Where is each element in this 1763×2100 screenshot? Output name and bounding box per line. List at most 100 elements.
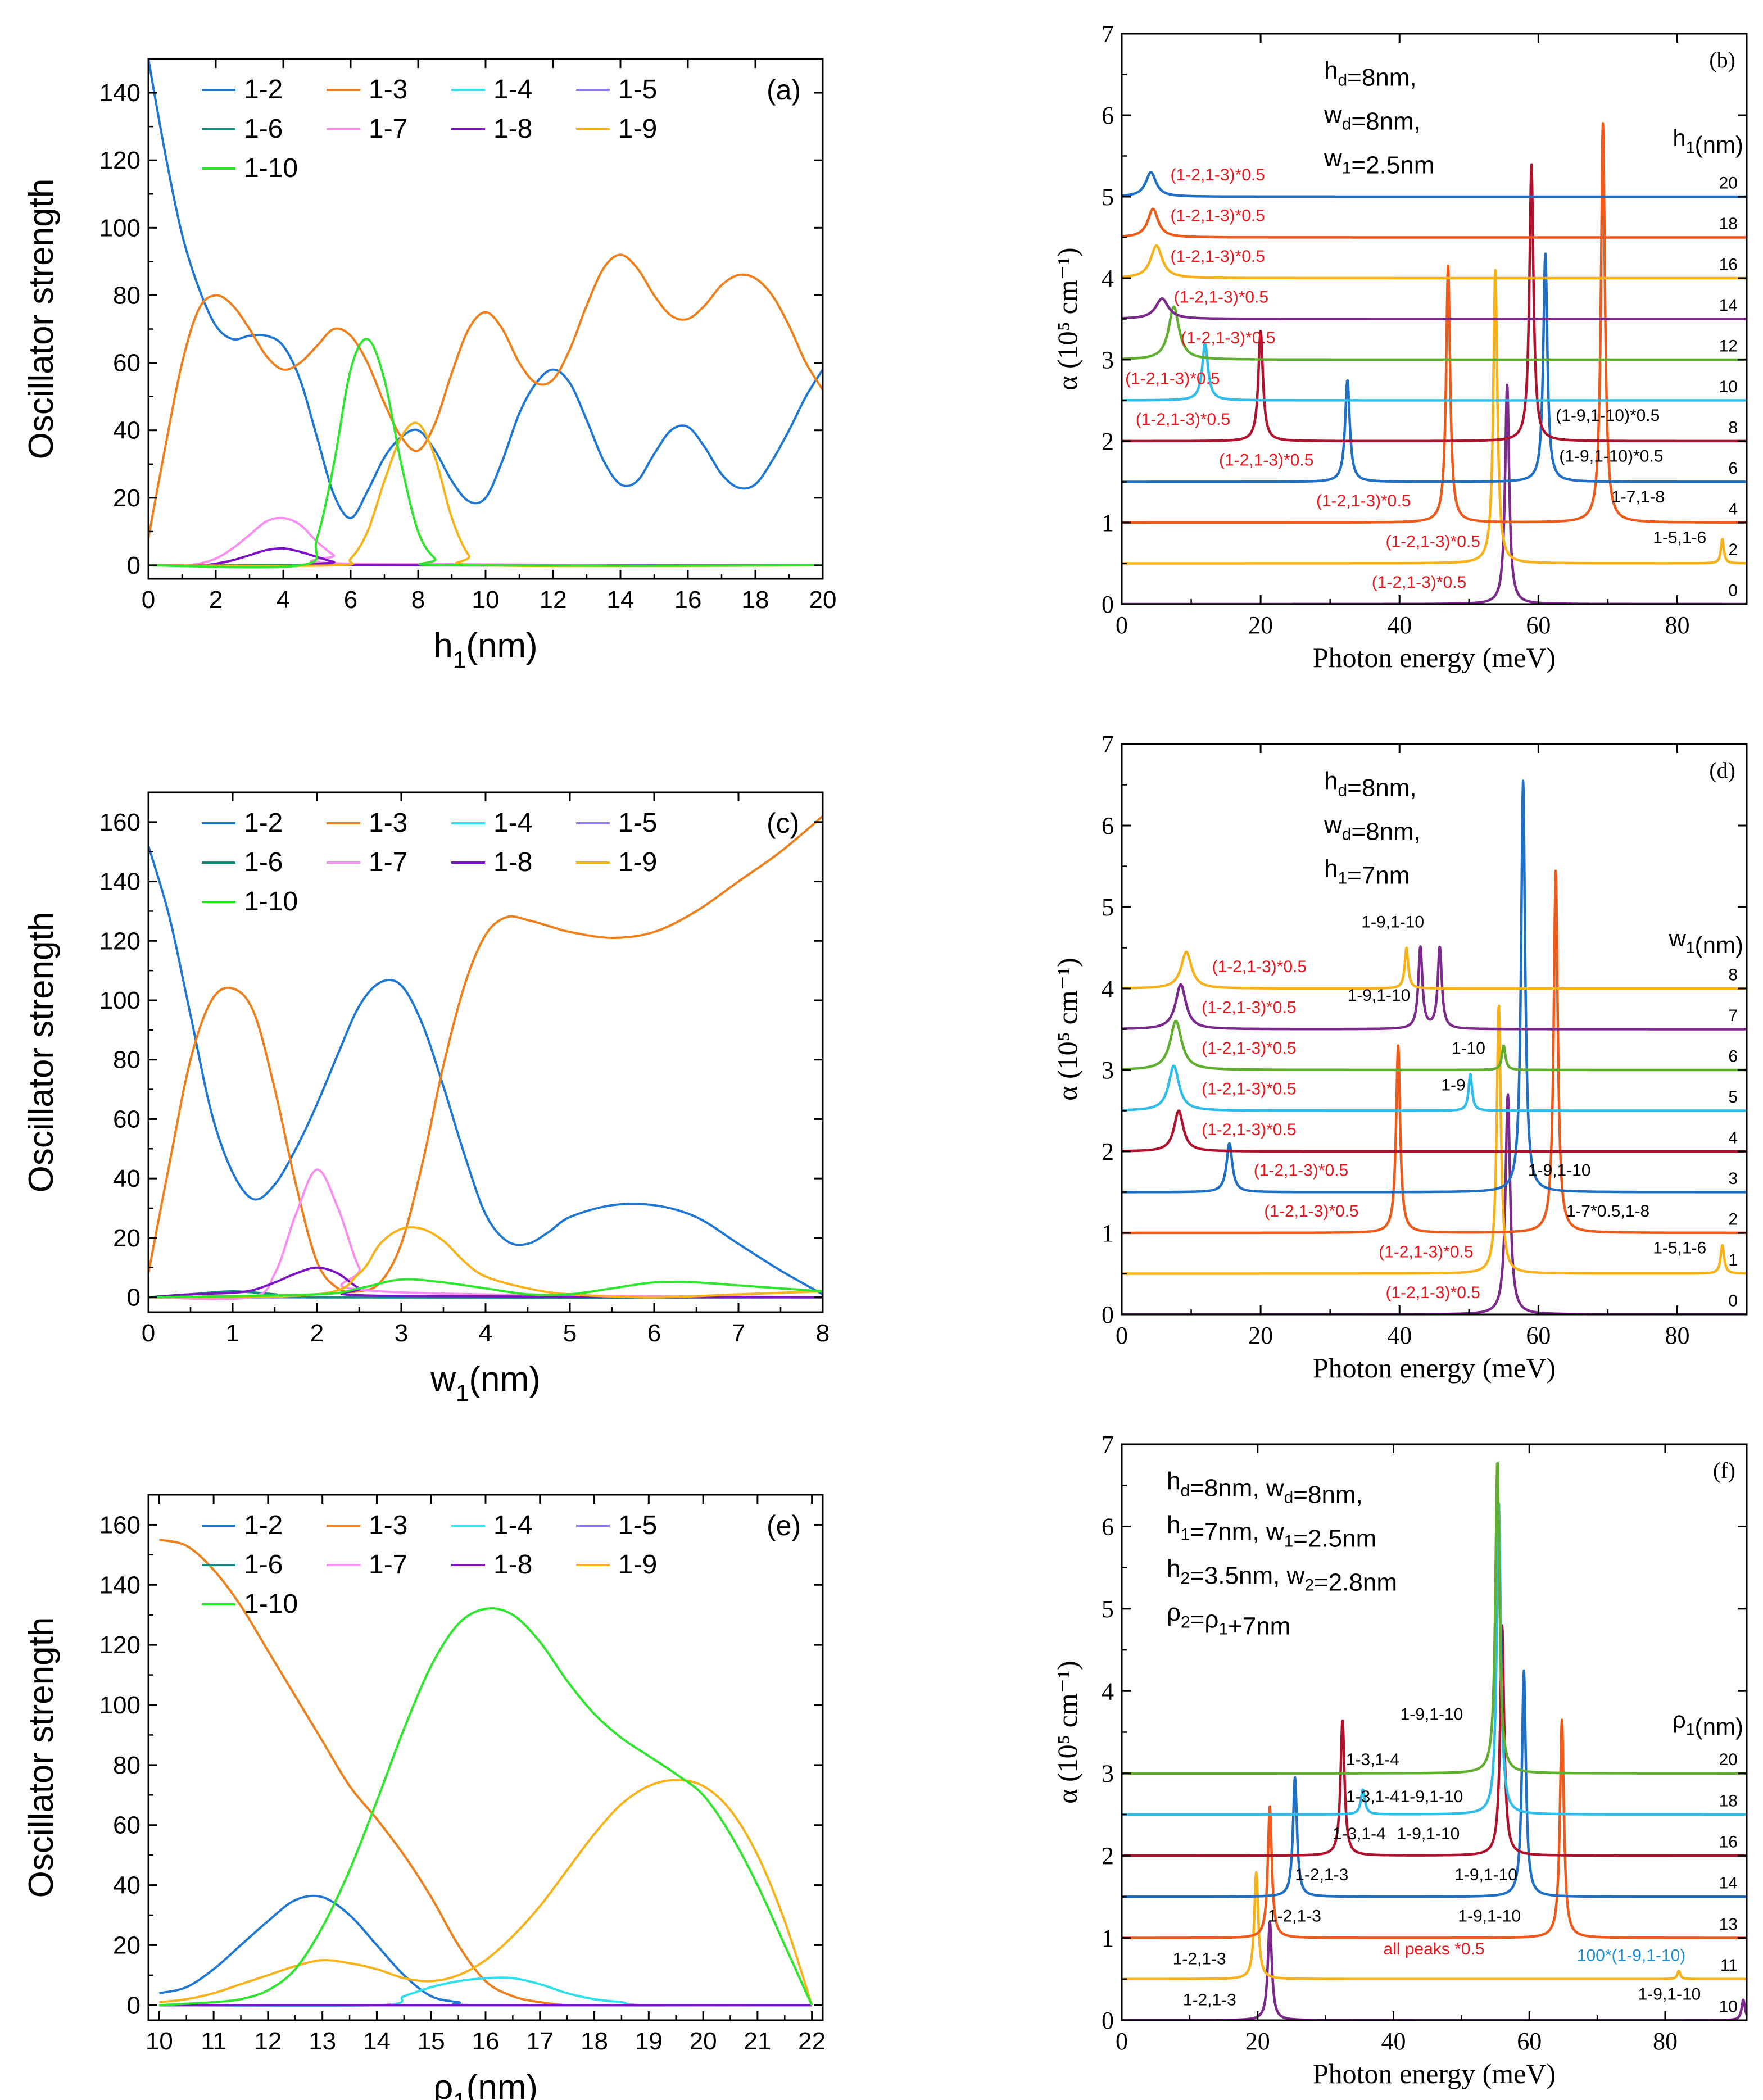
x-tick-label: 40 [1387,1322,1412,1349]
param-text: hd=8nm, wd=8nm, [1167,1467,1363,1509]
x-axis-label: h1(nm) [433,627,537,673]
trace-12 [1122,305,1747,361]
trace-4 [1122,1109,1747,1153]
legend-label-1-8: 1-8 [493,847,532,877]
legend-label-1-2: 1-2 [244,808,283,838]
series-line-1-7 [148,1168,823,1300]
trace-label: 10 [1719,378,1738,396]
trace-8 [1122,163,1747,443]
trace-2 [1122,269,1747,565]
y-tick-label: 80 [113,282,141,309]
series-group [148,59,823,569]
panel-e: 10 11 12 13 14 15 16 17 18 19 20 21 22 0 20 40 60 80 100 12… [22,1494,826,2100]
peak-annotation: 1-2,1-3 [1295,1866,1348,1884]
trace-label: 14 [1719,1874,1738,1893]
peak-annotation: (1-2,1-3)*0.5 [1264,1202,1358,1221]
peak-annotation: 1-9,1-10 [1458,1907,1521,1925]
panel-label: (e) [767,1510,801,1541]
y-tick-label: 0 [127,1992,141,2019]
peak-annotation: (1-2,1-3)*0.5 [1372,573,1466,592]
peak-annotation: 1-2,1-3 [1268,1907,1321,1925]
x-tick-label: 60 [1526,611,1551,639]
trace-label: 8 [1728,966,1738,985]
x-tick-label: 80 [1653,2028,1678,2055]
legend-label-1-6: 1-6 [244,847,283,877]
param-header: h1(nm) [1673,125,1743,158]
trace-label: 16 [1719,1833,1738,1852]
x-tick-label: 6 [344,586,357,614]
series-line-1-9 [148,421,823,568]
y-axis-label: α (10⁵ cm⁻¹) [1052,958,1083,1100]
y-tick-label: 40 [113,417,141,445]
panel-label: (f) [1713,1458,1735,1483]
x-tick-label: 5 [563,1319,577,1347]
x-tick-label: 10 [146,2028,173,2055]
x-tick-label: 0 [1116,611,1128,639]
x-tick-label: 14 [363,2028,391,2055]
legend-label-1-10: 1-10 [244,153,298,183]
y-tick-label: 4 [1102,265,1114,292]
trace-11 [1122,1871,1747,1981]
y-tick-label: 2 [1102,1842,1114,1870]
peak-annotation: (1-9,1-10)*0.5 [1559,447,1663,465]
series-line-1-3 [148,815,823,1294]
x-tick-label: 19 [635,2028,663,2055]
peak-annotation: 1-9,1-10 [1454,1866,1517,1884]
trace-7 [1122,945,1747,1031]
trace-label: 2 [1728,1210,1738,1229]
trace-18 [1122,207,1747,239]
y-tick-label: 5 [1102,893,1114,921]
peak-annotation: 1-9,1-10 [1401,1788,1463,1806]
trace-label: 6 [1728,459,1738,478]
peak-annotation: (1-2,1-3)*0.5 [1379,1243,1473,1262]
legend-label-1-6: 1-6 [244,1550,283,1580]
legend-label-1-7: 1-7 [369,1550,407,1580]
peak-annotation: 1-7*0.5,1-8 [1566,1202,1649,1221]
trace-20 [1122,171,1747,198]
y-tick-label: 20 [113,1224,141,1252]
y-tick-label: 0 [1102,2007,1114,2034]
peak-annotation: 100*(1-9,1-10) [1577,1947,1685,1965]
trace-8 [1122,946,1747,990]
y-tick-label: 120 [99,927,141,955]
peak-annotation: (1-2,1-3)*0.5 [1181,329,1275,347]
trace-6 [1122,1019,1747,1072]
x-axis-label: Photon energy (meV) [1313,642,1556,673]
legend-label-1-8: 1-8 [493,1550,532,1580]
peak-annotation: all peaks *0.5 [1383,1940,1484,1958]
series-line-1-9 [148,1226,823,1299]
x-tick-label: 12 [540,586,567,614]
y-tick-label: 2 [1102,1138,1114,1165]
param-text: h1=7nm, w1=2.5nm [1167,1511,1376,1553]
trace-2 [1122,869,1747,1235]
series-line-1-2 [148,845,823,1296]
y-tick-label: 0 [127,552,141,579]
legend-label-1-5: 1-5 [618,808,657,838]
y-tick-label: 3 [1102,1760,1114,1788]
y-tick-label: 6 [1102,1513,1114,1540]
peak-annotation: (1-2,1-3)*0.5 [1202,1080,1296,1099]
trace-label: 18 [1719,215,1738,233]
peak-annotation: (1-2,1-3)*0.5 [1202,1039,1296,1058]
x-tick-label: 40 [1387,611,1412,639]
legend-label-1-2: 1-2 [244,1511,283,1540]
peak-annotation: (1-9,1-10)*0.5 [1556,406,1660,425]
peak-annotation: 1-9,1-10 [1528,1162,1591,1180]
peak-annotation: (1-2,1-3)*0.5 [1212,958,1307,976]
legend-label-1-9: 1-9 [618,847,657,877]
x-tick-label: 18 [581,2028,608,2055]
x-tick-label: 3 [395,1319,408,1347]
x-tick-label: 4 [277,586,290,614]
legend-label-1-10: 1-10 [244,1589,298,1619]
x-tick-label: 12 [254,2028,282,2055]
x-tick-label: 16 [674,586,702,614]
y-tick-label: 3 [1102,1056,1114,1084]
legend-label-1-9: 1-9 [618,1550,657,1580]
x-tick-label: 2 [209,586,223,614]
y-tick-label: 5 [1102,183,1114,211]
trace-3 [1122,779,1747,1194]
legend-label-1-5: 1-5 [618,1511,657,1540]
y-tick-label: 0 [1102,591,1114,618]
x-tick-label: 20 [809,586,837,614]
